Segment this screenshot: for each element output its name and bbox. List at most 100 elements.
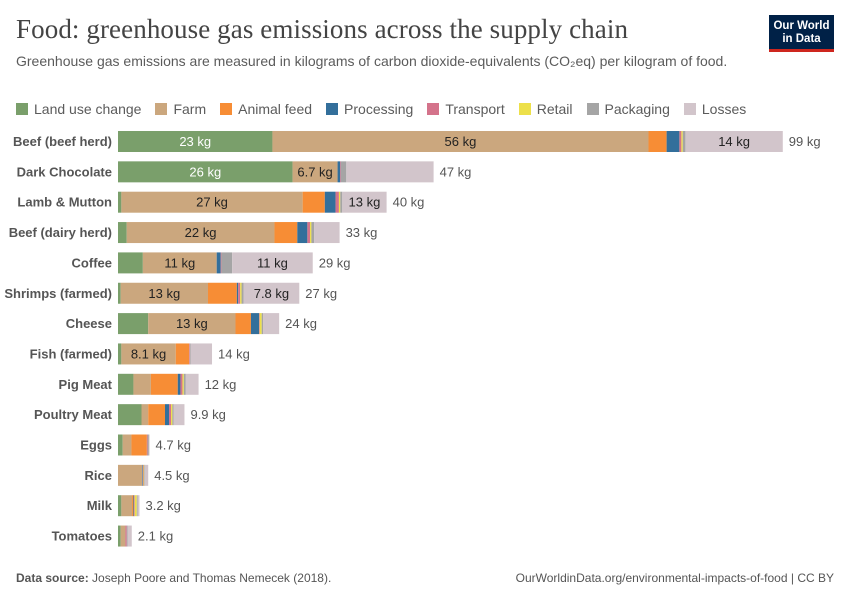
legend-item[interactable]: Retail: [518, 101, 573, 117]
legend-item[interactable]: Processing: [326, 101, 413, 117]
source-url[interactable]: OurWorldinData.org/environmental-impacts…: [515, 571, 834, 585]
bar-segment[interactable]: [146, 434, 148, 456]
bar-segment[interactable]: [340, 161, 347, 183]
bar-segment[interactable]: [148, 434, 150, 456]
bar-segment[interactable]: [221, 252, 233, 274]
bar-segment[interactable]: [118, 434, 123, 456]
bar-segment[interactable]: [136, 495, 138, 517]
bar-segment[interactable]: [142, 252, 217, 274]
bar-segment[interactable]: [232, 252, 313, 274]
bar-segment[interactable]: [272, 131, 649, 152]
bar-segment[interactable]: [172, 404, 174, 426]
bar-segment[interactable]: [143, 464, 145, 486]
bar-segment[interactable]: [240, 282, 242, 304]
bar-segment[interactable]: [324, 191, 336, 213]
bar-segment[interactable]: [338, 191, 341, 213]
owid-logo[interactable]: Our World in Data: [769, 15, 834, 52]
bar-segment[interactable]: [165, 404, 170, 426]
bar-segment[interactable]: [133, 373, 151, 395]
bar-segment[interactable]: [216, 252, 221, 274]
bar-segment[interactable]: [648, 131, 667, 152]
bar-segment[interactable]: [681, 131, 683, 152]
bar-segment[interactable]: [297, 222, 308, 244]
bar-segment[interactable]: [148, 404, 166, 426]
bar-segment[interactable]: [142, 464, 144, 486]
bar-segment[interactable]: [141, 404, 149, 426]
legend-item[interactable]: Packaging: [586, 101, 670, 117]
bar-segment[interactable]: [118, 525, 121, 547]
bar-segment[interactable]: [147, 434, 149, 456]
bar-segment[interactable]: [134, 495, 137, 517]
bar-segment[interactable]: [261, 313, 264, 335]
bar-segment[interactable]: [171, 404, 173, 426]
bar-segment[interactable]: [342, 191, 387, 213]
bar-segment[interactable]: [133, 495, 135, 517]
legend-item[interactable]: Animal feed: [220, 101, 312, 117]
bar-segment[interactable]: [118, 252, 143, 274]
bar-segment[interactable]: [189, 343, 190, 365]
bar-segment[interactable]: [189, 343, 191, 365]
bar-segment[interactable]: [263, 313, 280, 335]
bar-segment[interactable]: [126, 525, 128, 547]
bar-segment[interactable]: [122, 434, 132, 456]
bar-segment[interactable]: [127, 525, 132, 547]
bar-segment[interactable]: [142, 464, 143, 486]
bar-segment[interactable]: [185, 373, 199, 395]
legend-item[interactable]: Farm: [155, 101, 206, 117]
bar-segment[interactable]: [236, 282, 239, 304]
bar-segment[interactable]: [310, 222, 312, 244]
bar-segment[interactable]: [183, 373, 186, 395]
bar-segment[interactable]: [118, 495, 122, 517]
bar-segment[interactable]: [118, 404, 142, 426]
bar-segment[interactable]: [337, 161, 341, 183]
bar-segment[interactable]: [180, 373, 183, 395]
bar-segment[interactable]: [118, 464, 143, 486]
bar-segment[interactable]: [121, 343, 176, 365]
bar-segment[interactable]: [335, 191, 339, 213]
bar-segment[interactable]: [118, 373, 134, 395]
bar-segment[interactable]: [182, 373, 184, 395]
bar-segment[interactable]: [235, 313, 251, 335]
bar-segment[interactable]: [118, 343, 122, 365]
bar-segment[interactable]: [259, 313, 260, 335]
bar-segment[interactable]: [134, 495, 135, 517]
bar-segment[interactable]: [311, 222, 315, 244]
bar-segment[interactable]: [120, 525, 126, 547]
bar-segment[interactable]: [144, 464, 149, 486]
bar-segment[interactable]: [169, 404, 172, 426]
bar-segment[interactable]: [346, 161, 434, 183]
bar-segment[interactable]: [118, 282, 121, 304]
bar-segment[interactable]: [125, 525, 127, 547]
bar-segment[interactable]: [685, 131, 783, 152]
bar-segment[interactable]: [241, 282, 244, 304]
bar-segment[interactable]: [243, 282, 300, 304]
bar-segment[interactable]: [207, 282, 237, 304]
bar-segment[interactable]: [148, 313, 236, 335]
bar-segment[interactable]: [126, 222, 275, 244]
bar-segment[interactable]: [121, 495, 133, 517]
legend-item[interactable]: Land use change: [16, 101, 141, 117]
legend-item[interactable]: Losses: [683, 101, 746, 117]
bar-segment[interactable]: [132, 495, 134, 517]
bar-segment[interactable]: [274, 222, 298, 244]
legend-item[interactable]: Transport: [427, 101, 505, 117]
bar-segment[interactable]: [137, 495, 140, 517]
bar-segment[interactable]: [314, 222, 340, 244]
bar-segment[interactable]: [118, 313, 149, 335]
bar-segment[interactable]: [682, 131, 686, 152]
bar-segment[interactable]: [121, 191, 303, 213]
bar-segment[interactable]: [173, 404, 185, 426]
bar-segment[interactable]: [302, 191, 325, 213]
bar-segment[interactable]: [340, 191, 343, 213]
bar-segment[interactable]: [177, 373, 181, 395]
bar-segment[interactable]: [144, 464, 145, 486]
bar-segment[interactable]: [150, 373, 178, 395]
bar-segment[interactable]: [220, 252, 222, 274]
bar-segment[interactable]: [259, 313, 262, 335]
bar-segment[interactable]: [307, 222, 311, 244]
bar-segment[interactable]: [118, 161, 293, 183]
bar-segment[interactable]: [340, 161, 341, 183]
bar-segment[interactable]: [118, 131, 273, 152]
bar-segment[interactable]: [175, 343, 190, 365]
bar-segment[interactable]: [666, 131, 680, 152]
